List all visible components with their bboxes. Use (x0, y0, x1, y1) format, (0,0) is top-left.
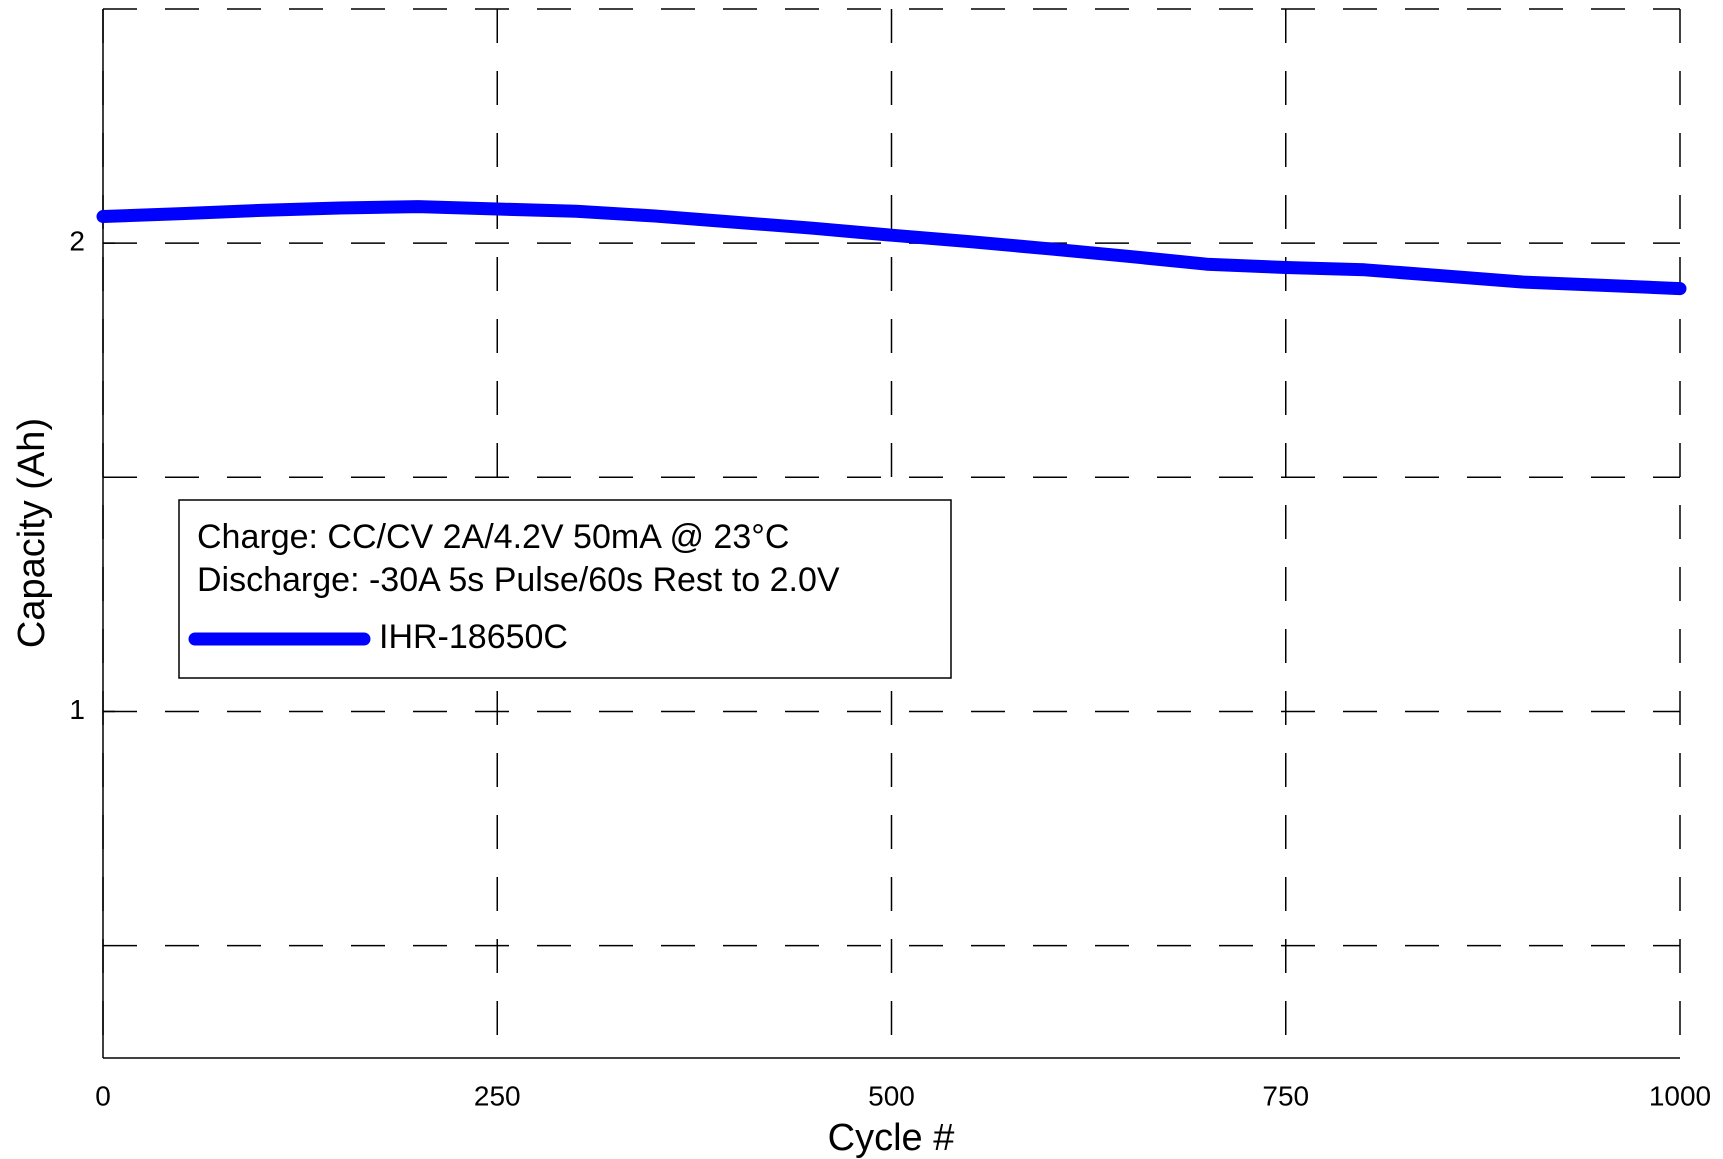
y-axis-label: Capacity (Ah) (11, 418, 53, 648)
x-tick-label: 1000 (1649, 1080, 1711, 1111)
x-axis-label: Cycle # (828, 1117, 955, 1159)
data-line (96, 200, 1687, 296)
annotation: Discharge: -30A 5s Pulse/60s Rest to 2.0… (197, 561, 840, 599)
annotation: Charge: CC/CV 2A/4.2V 50mA @ 23°C (197, 518, 789, 556)
x-tick-label: 0 (95, 1080, 111, 1111)
y-tick-label: 1 (69, 694, 85, 725)
legend-box (178, 499, 952, 679)
x-tick-label: 750 (1262, 1080, 1309, 1111)
x-tick-label: 500 (868, 1080, 915, 1111)
x-tick-label: 250 (474, 1080, 521, 1111)
legend-label: IHR-18650C (379, 618, 568, 656)
y-tick-label: 2 (69, 226, 85, 257)
